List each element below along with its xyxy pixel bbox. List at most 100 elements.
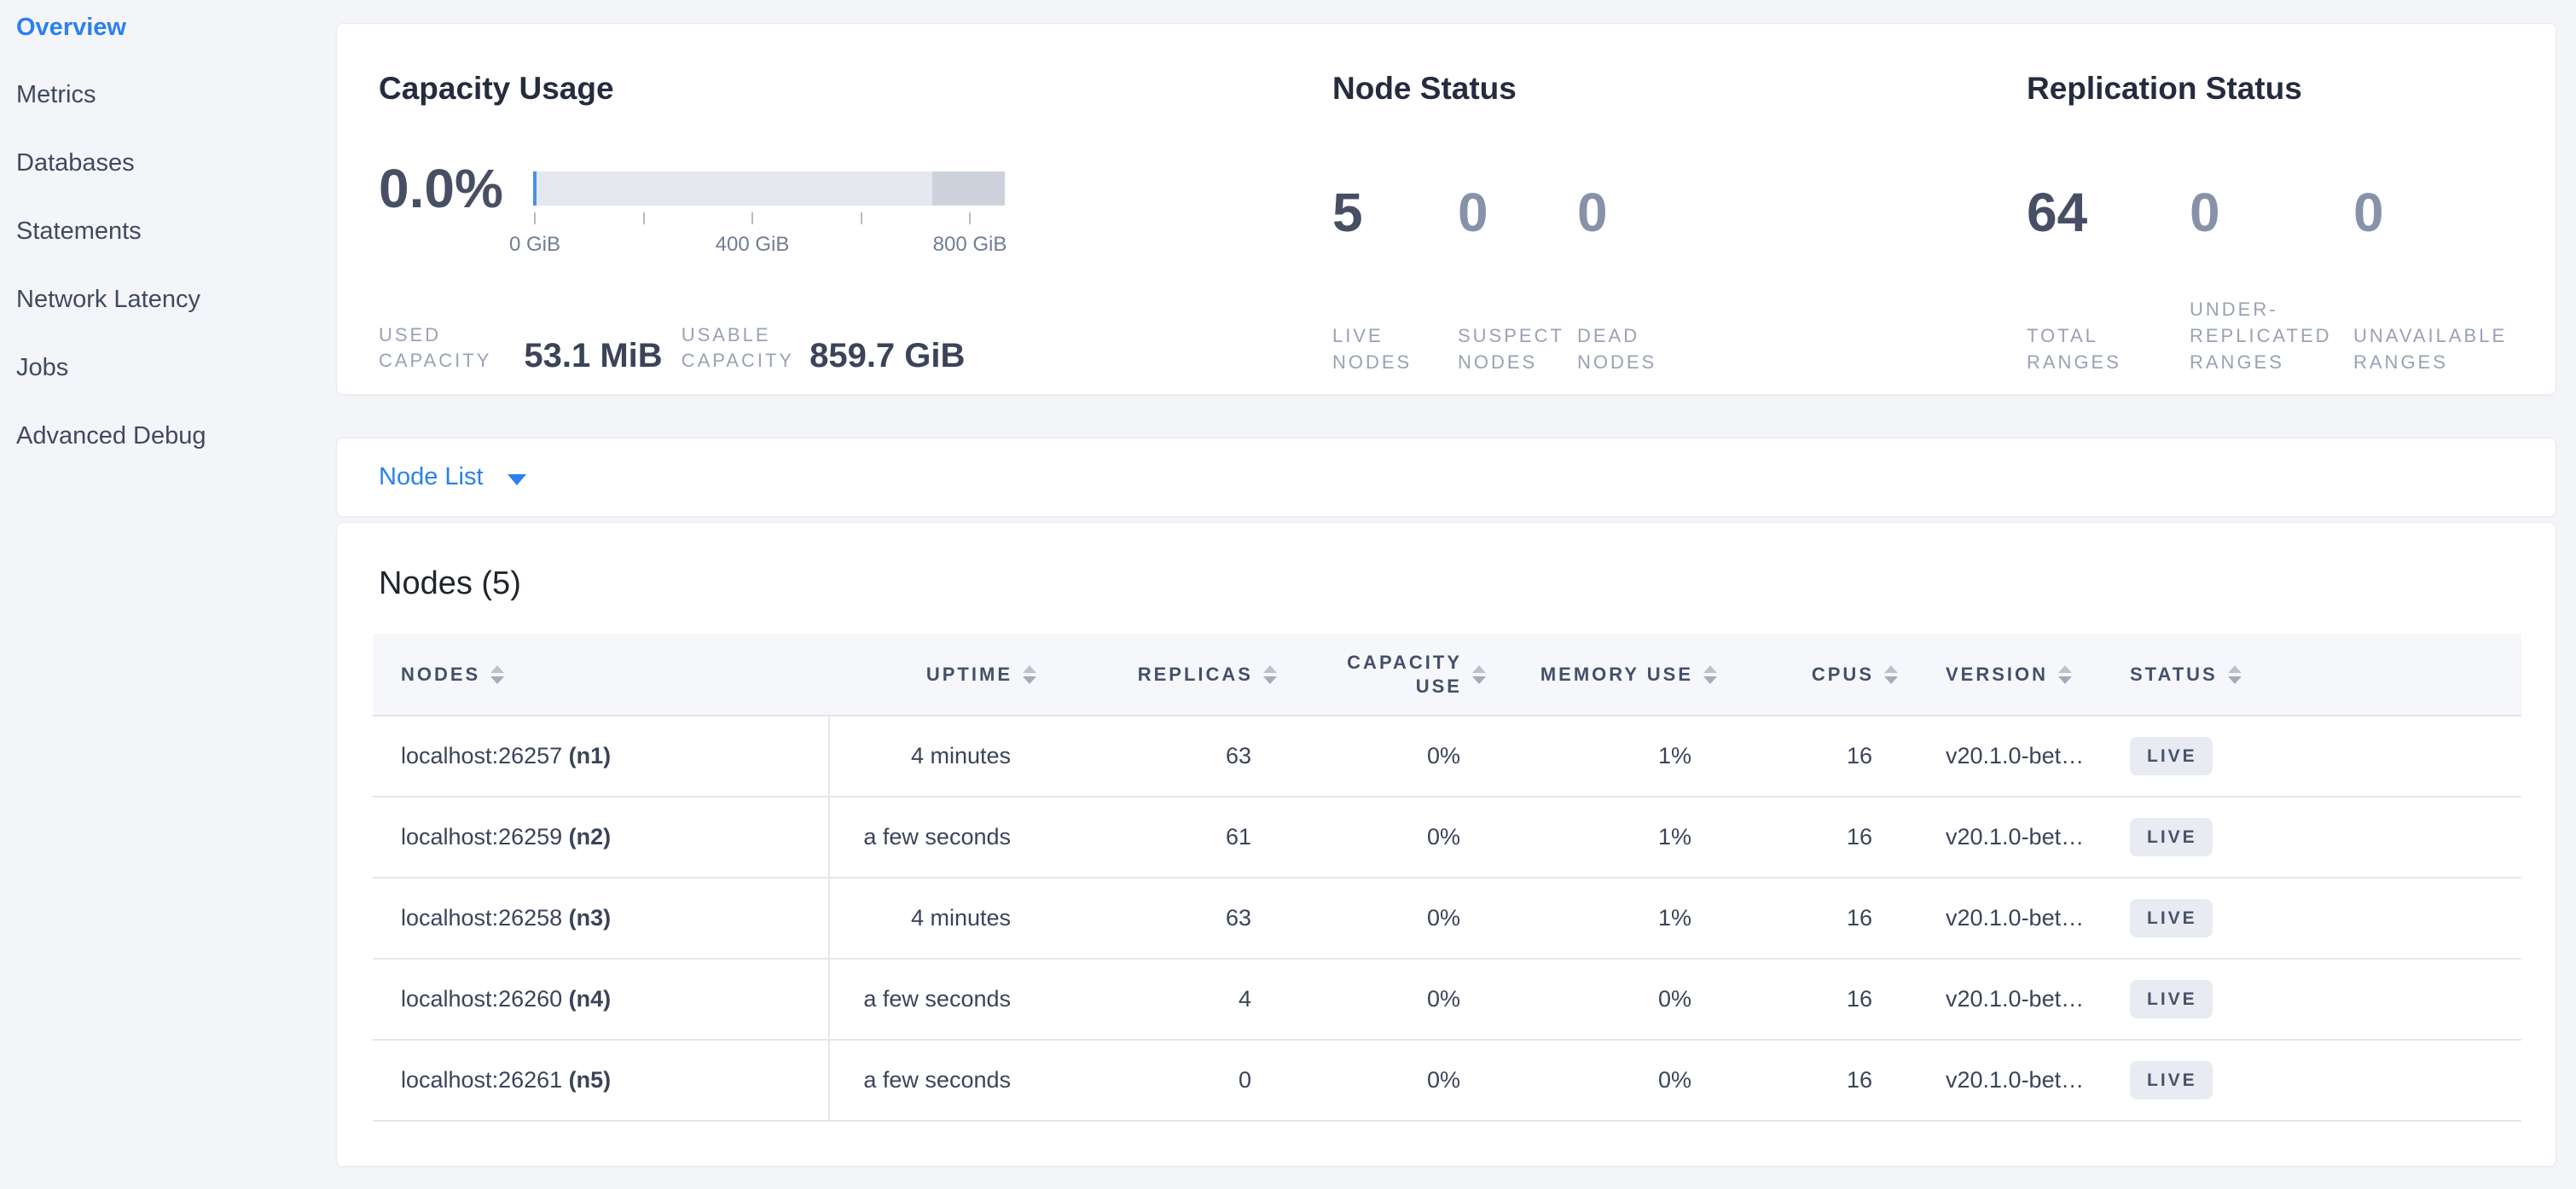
sidebar-item-advanced-debug[interactable]: Advanced Debug <box>16 422 206 450</box>
cpus-cell: 16 <box>1731 797 1912 879</box>
sidebar-item-metrics[interactable]: Metrics <box>16 81 96 108</box>
column-label: NODES <box>401 663 481 685</box>
status-badge: LIVE <box>2130 1061 2213 1099</box>
sort-icon <box>2227 664 2242 684</box>
unavailable-ranges-stat: 0 UNAVAILABLE RANGES <box>2353 184 2558 375</box>
status-cell: LIVE <box>2116 878 2521 960</box>
usable-capacity-label: USABLE CAPACITY <box>681 324 795 371</box>
column-header-uptime[interactable]: UPTIME <box>829 634 1050 716</box>
node-list-dropdown-label: Node List <box>379 463 484 490</box>
replication-status-title: Replication Status <box>2027 71 2302 106</box>
column-header-capacity-use[interactable]: CAPACITY USE <box>1291 634 1500 716</box>
cpus-cell: 16 <box>1731 959 1912 1041</box>
replication-status-stats: 64 TOTAL RANGES 0 UNDER- REPLICATED RANG… <box>2027 184 2558 375</box>
sidebar-item-jobs[interactable]: Jobs <box>16 354 69 381</box>
column-header-nodes[interactable]: NODES <box>373 634 829 716</box>
unavailable-ranges-label: UNAVAILABLE RANGES <box>2353 325 2508 373</box>
replicas-cell: 4 <box>1050 959 1291 1041</box>
column-header-memory-use[interactable]: MEMORY USE <box>1500 634 1731 716</box>
table-row[interactable]: localhost:26258 (n3) 4 minutes 63 0% 1% … <box>373 878 2521 960</box>
replicas-cell: 61 <box>1050 797 1291 879</box>
axis-tick <box>751 212 753 224</box>
unavailable-ranges-value: 0 <box>2353 182 2384 243</box>
capacity-bar-nonusable-segment <box>931 171 1005 206</box>
column-header-status[interactable]: STATUS <box>2116 634 2521 716</box>
version-cell: v20.1.0-bet… <box>1912 716 2116 798</box>
sidebar-item-statements[interactable]: Statements <box>16 218 142 245</box>
sidebar: Overview Metrics Databases Statements Ne… <box>0 0 336 1189</box>
capacity-summary-row: USED CAPACITY 53.1 MiB USABLE CAPACITY 8… <box>379 322 965 374</box>
sort-icon <box>1023 664 1036 684</box>
capacity-use-cell: 0% <box>1291 1040 1500 1122</box>
cluster-summary-card: Capacity Usage Node Status Replication S… <box>336 23 2556 395</box>
sort-icon <box>1472 664 1486 684</box>
status-badge: LIVE <box>2130 980 2213 1018</box>
node-list-dropdown[interactable]: Node List <box>337 438 2556 516</box>
live-nodes-value: 5 <box>1332 182 1363 243</box>
column-header-replicas[interactable]: REPLICAS <box>1050 634 1291 716</box>
replicas-cell: 0 <box>1050 1040 1291 1122</box>
node-address-cell: localhost:26258 (n3) <box>373 878 830 960</box>
table-row[interactable]: localhost:26261 (n5) a few seconds 0 0% … <box>373 1040 2521 1122</box>
table-row[interactable]: localhost:26257 (n1) 4 minutes 63 0% 1% … <box>373 716 2521 798</box>
under-replicated-ranges-stat: 0 UNDER- REPLICATED RANGES <box>2190 184 2353 375</box>
used-capacity-label: USED CAPACITY <box>379 324 492 371</box>
node-status-title: Node Status <box>1332 71 1517 106</box>
table-header-row: NODES UPTIME REPLICAS CAPACITY USE MEMOR… <box>373 634 2521 716</box>
usable-capacity-value: 859.7 GiB <box>809 337 966 374</box>
column-label: REPLICAS <box>1137 663 1253 685</box>
sort-icon <box>490 664 505 684</box>
uptime-cell: a few seconds <box>829 797 1050 879</box>
axis-tick <box>861 212 862 224</box>
column-header-version[interactable]: VERSION <box>1912 634 2116 716</box>
total-ranges-label: TOTAL RANGES <box>2027 325 2121 373</box>
capacity-use-cell: 0% <box>1291 878 1500 960</box>
status-badge: LIVE <box>2130 818 2213 856</box>
axis-label-800: 800 GiB <box>932 233 1007 256</box>
suspect-nodes-value: 0 <box>1458 182 1488 243</box>
cpus-cell: 16 <box>1731 1040 1912 1122</box>
sort-icon <box>1884 664 1898 684</box>
nodes-count-title: Nodes (5) <box>379 566 521 601</box>
sidebar-item-databases[interactable]: Databases <box>16 149 135 177</box>
suspect-nodes-stat: 0 SUSPECT NODES <box>1458 184 1577 375</box>
memory-use-cell: 0% <box>1500 1040 1731 1122</box>
uptime-cell: a few seconds <box>829 1040 1050 1122</box>
status-badge: LIVE <box>2130 899 2213 937</box>
column-label: VERSION <box>1946 663 2049 685</box>
status-cell: LIVE <box>2116 1040 2521 1122</box>
axis-label-400: 400 GiB <box>715 233 790 256</box>
column-label: UPTIME <box>925 663 1012 685</box>
capacity-use-cell: 0% <box>1291 959 1500 1041</box>
version-cell: v20.1.0-bet… <box>1912 1040 2116 1122</box>
status-cell: LIVE <box>2116 716 2521 798</box>
under-replicated-ranges-label: UNDER- REPLICATED RANGES <box>2190 299 2332 373</box>
table-row[interactable]: localhost:26259 (n2) a few seconds 61 0%… <box>373 797 2521 879</box>
sort-icon <box>1703 664 1717 684</box>
sidebar-item-network-latency[interactable]: Network Latency <box>16 286 200 313</box>
node-address-cell: localhost:26261 (n5) <box>373 1040 830 1122</box>
column-label: MEMORY USE <box>1540 663 1693 685</box>
replicas-cell: 63 <box>1050 716 1291 798</box>
column-label: CAPACITY USE <box>1347 651 1462 697</box>
version-cell: v20.1.0-bet… <box>1912 878 2116 960</box>
node-address-cell: localhost:26259 (n2) <box>373 797 830 879</box>
column-label: CPUS <box>1811 663 1874 685</box>
status-badge: LIVE <box>2130 737 2213 775</box>
sidebar-item-overview[interactable]: Overview <box>16 14 126 41</box>
cpus-cell: 16 <box>1731 878 1912 960</box>
uptime-cell: 4 minutes <box>829 878 1050 960</box>
dead-nodes-value: 0 <box>1577 182 1608 243</box>
capacity-usage-title: Capacity Usage <box>379 71 614 106</box>
column-header-cpus[interactable]: CPUS <box>1731 634 1912 716</box>
capacity-bar-chart: 0 GiB 400 GiB 800 GiB <box>509 171 1007 282</box>
table-row[interactable]: localhost:26260 (n4) a few seconds 4 0% … <box>373 959 2521 1041</box>
column-label: STATUS <box>2130 663 2218 685</box>
node-list-card: Node List <box>336 438 2556 517</box>
version-cell: v20.1.0-bet… <box>1912 797 2116 879</box>
used-capacity-value: 53.1 MiB <box>524 337 663 374</box>
memory-use-cell: 1% <box>1500 878 1731 960</box>
capacity-bar-used-segment <box>533 171 537 206</box>
axis-tick <box>534 212 536 224</box>
